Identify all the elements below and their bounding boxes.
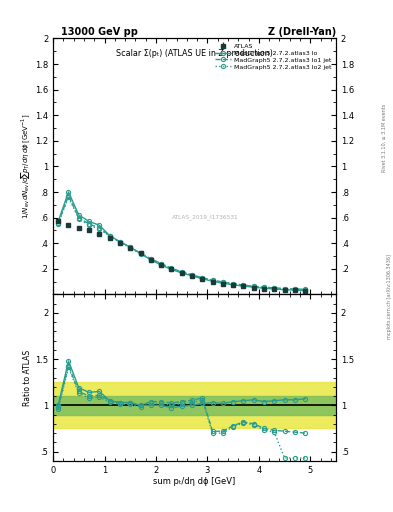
MadGraph5 2.7.2.atlas3 lo2 jet [292,286,297,292]
MadGraph5 2.7.2.atlas3 lo1 jet [159,261,163,267]
Bar [53,382,336,429]
MadGraph5 2.7.2.atlas3 lo1 jet [282,286,287,292]
MadGraph5 2.7.2.atlas3 lo2 jet [76,216,81,222]
MadGraph5 2.7.2.atlas3 lo [200,275,205,282]
MadGraph5 2.7.2.atlas3 lo2 jet [210,278,215,284]
MadGraph5 2.7.2.atlas3 lo1 jet [169,265,174,271]
MadGraph5 2.7.2.atlas3 lo1 jet [107,232,112,239]
MadGraph5 2.7.2.atlas3 lo [231,282,235,288]
MadGraph5 2.7.2.atlas3 lo1 jet [66,193,71,199]
MadGraph5 2.7.2.atlas3 lo [107,232,112,239]
MadGraph5 2.7.2.atlas3 lo [252,284,256,290]
MadGraph5 2.7.2.atlas3 lo [179,270,184,276]
X-axis label: sum pₜ/dη dϕ [GeV]: sum pₜ/dη dϕ [GeV] [153,477,236,486]
MadGraph5 2.7.2.atlas3 lo1 jet [128,244,132,250]
MadGraph5 2.7.2.atlas3 lo2 jet [107,233,112,239]
MadGraph5 2.7.2.atlas3 lo1 jet [252,283,256,289]
MadGraph5 2.7.2.atlas3 lo2 jet [169,266,174,272]
MadGraph5 2.7.2.atlas3 lo1 jet [149,255,153,262]
Line: MadGraph5 2.7.2.atlas3 lo2 jet: MadGraph5 2.7.2.atlas3 lo2 jet [56,195,307,292]
Legend: ATLAS, MadGraph5 2.7.2.atlas3 lo, MadGraph5 2.7.2.atlas3 lo1 jet, MadGraph5 2.7.: ATLAS, MadGraph5 2.7.2.atlas3 lo, MadGra… [213,41,333,72]
MadGraph5 2.7.2.atlas3 lo2 jet [282,286,287,292]
MadGraph5 2.7.2.atlas3 lo2 jet [252,284,256,290]
Text: mcplots.cern.ch [arXiv:1306.3436]: mcplots.cern.ch [arXiv:1306.3436] [387,254,392,339]
MadGraph5 2.7.2.atlas3 lo1 jet [56,220,61,226]
Y-axis label: Ratio to ATLAS: Ratio to ATLAS [23,350,32,406]
MadGraph5 2.7.2.atlas3 lo2 jet [149,256,153,262]
MadGraph5 2.7.2.atlas3 lo2 jet [220,280,225,286]
MadGraph5 2.7.2.atlas3 lo [189,273,194,279]
MadGraph5 2.7.2.atlas3 lo1 jet [272,285,277,291]
Line: MadGraph5 2.7.2.atlas3 lo: MadGraph5 2.7.2.atlas3 lo [56,190,307,293]
MadGraph5 2.7.2.atlas3 lo1 jet [292,286,297,292]
MadGraph5 2.7.2.atlas3 lo [262,285,266,291]
MadGraph5 2.7.2.atlas3 lo2 jet [138,251,143,257]
Text: Rivet 3.1.10, ≥ 3.1M events: Rivet 3.1.10, ≥ 3.1M events [382,104,387,173]
MadGraph5 2.7.2.atlas3 lo1 jet [210,277,215,283]
MadGraph5 2.7.2.atlas3 lo [56,219,61,225]
MadGraph5 2.7.2.atlas3 lo1 jet [200,274,205,281]
Line: MadGraph5 2.7.2.atlas3 lo1 jet: MadGraph5 2.7.2.atlas3 lo1 jet [56,194,307,291]
MadGraph5 2.7.2.atlas3 lo1 jet [262,284,266,290]
MadGraph5 2.7.2.atlas3 lo2 jet [118,240,122,246]
MadGraph5 2.7.2.atlas3 lo [292,287,297,293]
MadGraph5 2.7.2.atlas3 lo1 jet [76,215,81,221]
Text: Z (Drell-Yan): Z (Drell-Yan) [268,27,336,37]
MadGraph5 2.7.2.atlas3 lo2 jet [262,284,266,290]
MadGraph5 2.7.2.atlas3 lo1 jet [118,239,122,245]
MadGraph5 2.7.2.atlas3 lo [87,219,92,225]
MadGraph5 2.7.2.atlas3 lo2 jet [66,194,71,200]
Text: 13000 GeV pp: 13000 GeV pp [61,27,138,37]
MadGraph5 2.7.2.atlas3 lo1 jet [87,221,92,227]
MadGraph5 2.7.2.atlas3 lo [138,250,143,257]
MadGraph5 2.7.2.atlas3 lo [220,280,225,286]
MadGraph5 2.7.2.atlas3 lo2 jet [179,269,184,275]
MadGraph5 2.7.2.atlas3 lo2 jet [303,287,307,293]
MadGraph5 2.7.2.atlas3 lo [303,288,307,294]
MadGraph5 2.7.2.atlas3 lo [118,239,122,245]
MadGraph5 2.7.2.atlas3 lo2 jet [241,282,246,288]
MadGraph5 2.7.2.atlas3 lo [128,244,132,250]
MadGraph5 2.7.2.atlas3 lo2 jet [128,245,132,251]
MadGraph5 2.7.2.atlas3 lo2 jet [87,222,92,228]
Bar [53,396,336,415]
MadGraph5 2.7.2.atlas3 lo1 jet [97,225,102,231]
MadGraph5 2.7.2.atlas3 lo1 jet [303,286,307,292]
MadGraph5 2.7.2.atlas3 lo [159,262,163,268]
MadGraph5 2.7.2.atlas3 lo2 jet [231,281,235,287]
MadGraph5 2.7.2.atlas3 lo [210,278,215,284]
MadGraph5 2.7.2.atlas3 lo2 jet [272,285,277,291]
MadGraph5 2.7.2.atlas3 lo [97,222,102,228]
MadGraph5 2.7.2.atlas3 lo2 jet [159,261,163,267]
MadGraph5 2.7.2.atlas3 lo [149,257,153,263]
MadGraph5 2.7.2.atlas3 lo1 jet [220,279,225,285]
Text: ATLAS_2019_I1736531: ATLAS_2019_I1736531 [172,215,239,221]
MadGraph5 2.7.2.atlas3 lo1 jet [189,272,194,278]
MadGraph5 2.7.2.atlas3 lo [241,283,246,289]
MadGraph5 2.7.2.atlas3 lo [66,189,71,195]
MadGraph5 2.7.2.atlas3 lo1 jet [179,269,184,275]
Text: Scalar Σ(pₜ) (ATLAS UE in Z production): Scalar Σ(pₜ) (ATLAS UE in Z production) [116,49,273,58]
MadGraph5 2.7.2.atlas3 lo2 jet [200,275,205,281]
MadGraph5 2.7.2.atlas3 lo [282,287,287,293]
MadGraph5 2.7.2.atlas3 lo1 jet [138,250,143,257]
MadGraph5 2.7.2.atlas3 lo1 jet [241,282,246,288]
MadGraph5 2.7.2.atlas3 lo [76,212,81,218]
MadGraph5 2.7.2.atlas3 lo2 jet [97,226,102,232]
Y-axis label: $1/N_{\rm ev}\,dN_{\rm ev}/d\!\sum\! p_T/d\eta\,d\phi\,[\mathrm{GeV}^{-1}]$: $1/N_{\rm ev}\,dN_{\rm ev}/d\!\sum\! p_T… [19,114,32,219]
MadGraph5 2.7.2.atlas3 lo2 jet [56,221,61,227]
MadGraph5 2.7.2.atlas3 lo1 jet [231,281,235,287]
MadGraph5 2.7.2.atlas3 lo [169,266,174,272]
MadGraph5 2.7.2.atlas3 lo [272,286,277,292]
MadGraph5 2.7.2.atlas3 lo2 jet [189,272,194,279]
